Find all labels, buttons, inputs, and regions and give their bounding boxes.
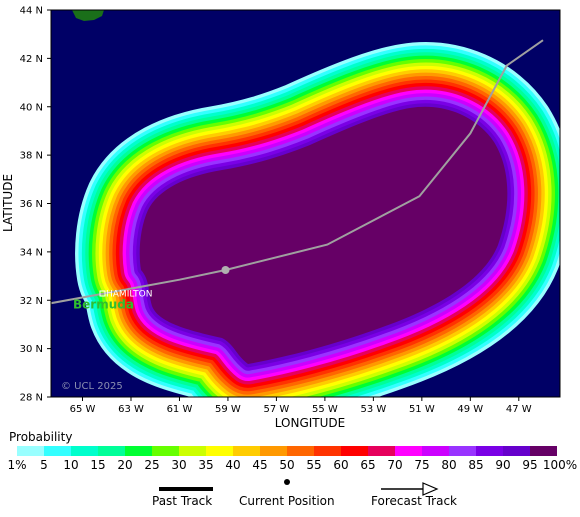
colorbar-label: 50 xyxy=(279,458,295,472)
colorbar-label: 70 xyxy=(387,458,403,472)
colorbar-swatch xyxy=(152,446,179,456)
colorbar-swatch xyxy=(503,446,530,456)
colorbar-swatch xyxy=(260,446,287,456)
lat-tick-label: 38 N xyxy=(20,151,43,162)
hamilton-label: HAMILTON xyxy=(106,290,152,300)
copyright-label: © UCL 2025 xyxy=(61,381,123,392)
latitude-axis: 44 N 42 N 40 N 38 N 36 N 34 N 32 N 30 N 28 N xyxy=(20,6,51,404)
colorbar-label: 95 xyxy=(522,458,538,472)
colorbar-swatch xyxy=(476,446,503,456)
colorbar-swatch xyxy=(287,446,314,456)
lat-tick-label: 42 N xyxy=(20,54,43,65)
lon-tick-label: 63 W xyxy=(118,404,144,415)
lat-tick-label: 44 N xyxy=(20,6,43,17)
colorbar-label: 15 xyxy=(90,458,106,472)
track-line xyxy=(51,39,544,305)
colorbar-label: 1% xyxy=(7,458,27,472)
colorbar-label: 75 xyxy=(414,458,430,472)
lat-tick-label: 36 N xyxy=(20,199,43,210)
lon-tick-label: 53 W xyxy=(360,404,386,415)
colorbar-swatch xyxy=(233,446,260,456)
legend-past-track: Past Track xyxy=(152,494,213,508)
colorbar-label: 80 xyxy=(441,458,457,472)
colorbar-swatch xyxy=(98,446,125,456)
colorbar-swatch xyxy=(449,446,476,456)
lon-tick-label: 47 W xyxy=(506,404,532,415)
colorbar-label: 25 xyxy=(144,458,160,472)
colorbar-label: 5 xyxy=(40,458,48,472)
colorbar-swatch xyxy=(368,446,395,456)
colorbar-label: 40 xyxy=(225,458,241,472)
lat-tick-label: 40 N xyxy=(20,102,43,113)
lat-tick-label: 32 N xyxy=(20,296,43,307)
arrowhead-icon xyxy=(422,482,439,496)
longitude-axis: 65 W 63 W 61 W 59 W 57 W 55 W 53 W 51 W 49 W 47 W xyxy=(70,397,532,415)
colorbar-label: 55 xyxy=(306,458,322,472)
current-position-marker xyxy=(221,266,230,274)
forecast-track xyxy=(51,39,544,305)
probability-map: HAMILTON Bermuda © UCL 2025 44 N 42 N 40 N… xyxy=(1,6,561,430)
colorbar-label: 10 xyxy=(63,458,79,472)
colorbar-swatch xyxy=(314,446,341,456)
lat-tick-label: 34 N xyxy=(20,247,43,258)
bermuda-label: Bermuda xyxy=(73,298,134,312)
current-position-dot xyxy=(284,479,290,485)
land-mass xyxy=(72,10,104,21)
colorbar-swatch xyxy=(341,446,368,456)
colorbar-swatch xyxy=(530,446,557,456)
colorbar-swatch xyxy=(17,446,44,456)
colorbar-label: 90 xyxy=(495,458,511,472)
lon-tick-label: 65 W xyxy=(70,404,96,415)
lon-tick-label: 51 W xyxy=(409,404,435,415)
track-legend: Past Track Current Position Forecast Tra… xyxy=(0,478,580,517)
colorbar-label: 30 xyxy=(171,458,187,472)
colorbar-swatch xyxy=(395,446,422,456)
colorbar-swatch xyxy=(206,446,233,456)
y-axis-title: LATITUDE xyxy=(1,174,15,232)
colorbar-label: 60 xyxy=(333,458,349,472)
probability-title: Probability xyxy=(9,430,73,444)
colorbar-label: 100% xyxy=(542,458,578,472)
lon-tick-label: 55 W xyxy=(312,404,338,415)
colorbar-swatch xyxy=(44,446,71,456)
legend-forecast-track: Forecast Track xyxy=(371,494,457,508)
legend-current-position: Current Position xyxy=(239,494,335,508)
legend-graphics xyxy=(159,479,439,496)
x-axis-title: LONGITUDE xyxy=(275,416,345,430)
lat-tick-label: 28 N xyxy=(20,393,43,404)
colorbar-swatch xyxy=(71,446,98,456)
colorbar-label: 85 xyxy=(468,458,484,472)
colorbar-swatch xyxy=(125,446,152,456)
colorbar-label: 65 xyxy=(360,458,376,472)
colorbar-label: 35 xyxy=(198,458,214,472)
hamilton-marker: HAMILTON xyxy=(99,290,152,300)
colorbar-label: 20 xyxy=(117,458,133,472)
lon-tick-label: 57 W xyxy=(264,404,290,415)
probability-swath xyxy=(75,42,560,397)
colorbar-label: 45 xyxy=(252,458,268,472)
colorbar-swatch xyxy=(179,446,206,456)
lon-tick-label: 59 W xyxy=(215,404,241,415)
probability-band xyxy=(139,106,508,365)
lon-tick-label: 49 W xyxy=(457,404,483,415)
colorbar-labels: 1% 5 10 15 20 25 30 35 40 45 50 55 60 65 70 75 80 85 90 95 1… xyxy=(0,458,580,472)
lon-tick-label: 61 W xyxy=(167,404,193,415)
probability-colorbar xyxy=(17,446,557,456)
colorbar-swatch xyxy=(422,446,449,456)
lat-tick-label: 30 N xyxy=(20,344,43,355)
